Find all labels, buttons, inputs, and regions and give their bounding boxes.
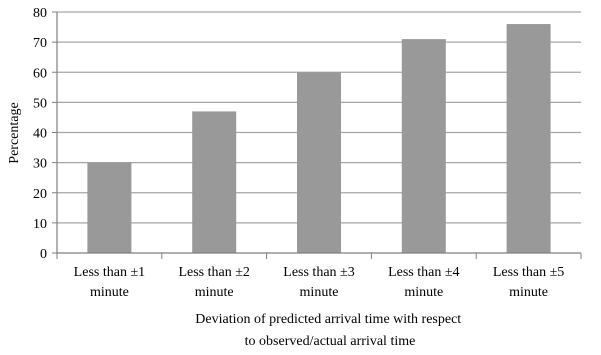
x-tick-label: Less than ±4 minute — [388, 265, 459, 300]
x-tick-label-line: Less than ±1 — [74, 265, 145, 280]
x-tick-label-line: Less than ±4 — [388, 265, 459, 280]
bar — [297, 72, 341, 253]
x-tick-label-line: minute — [300, 285, 339, 300]
y-tick-labels: 0 10 20 30 40 50 60 70 80 — [33, 6, 47, 262]
bar — [192, 111, 237, 253]
y-tick-label: 60 — [33, 66, 47, 81]
bars — [87, 24, 551, 253]
bar — [506, 24, 551, 253]
x-tick-label-line: minute — [509, 285, 548, 300]
x-tick-label-line: minute — [404, 285, 443, 300]
x-tick-label: Less than ±1 minute — [74, 265, 145, 300]
x-axis-label-line-1: Deviation of predicted arrival time with… — [195, 312, 461, 327]
y-axis-label: Percentage — [7, 102, 22, 163]
y-tick-label: 10 — [33, 217, 47, 232]
y-tick-label: 20 — [33, 187, 47, 202]
bar — [87, 162, 132, 253]
y-tick-label: 0 — [40, 247, 47, 262]
x-tick-label-line: Less than ±3 — [283, 265, 354, 280]
x-tick-label-line: minute — [90, 285, 129, 300]
y-tick-label: 30 — [33, 157, 47, 172]
x-tick-label-line: Less than ±2 — [178, 265, 249, 280]
x-tick-label-line: minute — [195, 285, 234, 300]
x-tick-label: Less than ±2 minute — [178, 265, 249, 300]
y-tick-label: 80 — [33, 6, 47, 21]
x-tick-label: Less than ±3 minute — [283, 265, 354, 300]
bar — [401, 39, 446, 253]
x-axis-label-line-2: to observed/actual arrival time — [245, 334, 416, 349]
x-axis-label: Deviation of predicted arrival time with… — [195, 312, 464, 349]
y-tick-label: 70 — [33, 36, 47, 51]
axes — [52, 11, 582, 259]
y-tick-label: 40 — [33, 127, 47, 142]
y-tick-label: 50 — [33, 96, 47, 111]
x-tick-label-line: Less than ±5 — [493, 265, 564, 280]
x-tick-label: Less than ±5 minute — [493, 265, 564, 300]
